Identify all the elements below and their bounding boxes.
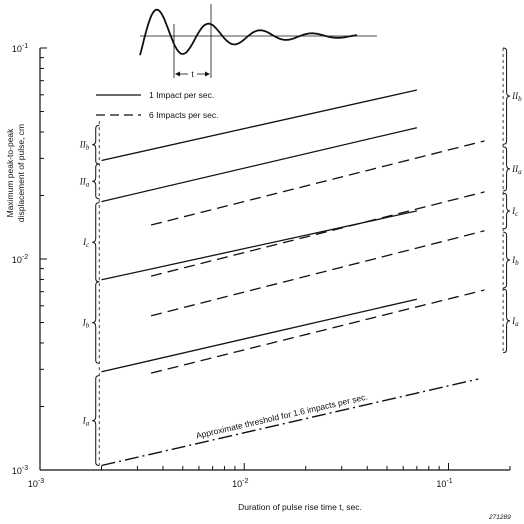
right-bracket-label: IIa (511, 164, 522, 176)
solid-series-line-3 (101, 210, 418, 281)
legend-label-dashed: 6 Impacts per sec. (149, 110, 218, 120)
waveform-inset: t (139, 4, 377, 79)
dashed-series-line-7 (150, 230, 485, 317)
solid-series-line-4 (101, 298, 418, 373)
left-bracket-label: Ia (82, 416, 90, 428)
right-bracket (503, 288, 511, 354)
x-tick-label: 10-3 (28, 478, 44, 489)
right-bracket (503, 146, 511, 192)
tick-marks: 10-3 10-2 10-1 10-3 10-2 10-1 (12, 43, 511, 489)
brackets: IIb IIa Ic Ib Ia IIb IIa Ic Ib Ia (79, 47, 522, 467)
left-bracket (92, 124, 100, 165)
inset-t-label: t (191, 69, 194, 79)
threshold-annotation: Approximate threshold for 1.6 impacts pe… (195, 392, 369, 441)
y-tick-label: 10-2 (12, 254, 28, 265)
right-bracket-label: Ib (511, 255, 519, 267)
left-bracket (92, 202, 100, 283)
inset-waveform (139, 8, 358, 56)
figure-number: 271289 (488, 514, 511, 521)
y-tick-label: 10-3 (12, 465, 28, 476)
x-axis-label: Duration of pulse rise time t, sec. (238, 502, 362, 512)
y-axis-label-line2: displacement of pulse, cm (16, 124, 26, 222)
left-bracket (92, 375, 100, 467)
right-bracket (503, 47, 511, 145)
left-bracket-label: IIb (79, 140, 90, 152)
legend-label-solid: 1 Impact per sec. (149, 90, 214, 100)
solid-series-line-2 (101, 127, 418, 203)
inset-arrowhead-right (205, 71, 210, 77)
dashed-series-line-6 (150, 191, 485, 277)
right-bracket-label: IIb (511, 91, 522, 103)
legend: 1 Impact per sec. 6 Impacts per sec. (96, 90, 218, 120)
x-tick-label: 10-1 (436, 478, 452, 489)
y-axis-label-line1: Maximum peak-to-peak (5, 128, 15, 218)
right-bracket-label: Ic (511, 206, 519, 218)
solid-series-line-1 (101, 89, 418, 162)
right-bracket-label: Ia (511, 316, 519, 328)
dashed-series-line-5 (150, 140, 485, 226)
left-bracket (92, 281, 100, 364)
right-bracket (503, 192, 511, 230)
axes (39, 48, 510, 471)
right-bracket (503, 231, 511, 289)
dashed-series-line-8 (150, 289, 485, 374)
x-tick-label: 10-2 (232, 478, 248, 489)
left-bracket-label: Ic (82, 237, 90, 249)
y-tick-label: 10-1 (12, 43, 28, 54)
left-bracket-label: IIa (79, 176, 90, 188)
series-lines (101, 89, 485, 467)
dashdot-series-line-9 (101, 378, 479, 467)
left-bracket (92, 163, 100, 200)
left-bracket-label: Ib (82, 318, 90, 330)
inset-arrowhead-left (175, 71, 180, 77)
